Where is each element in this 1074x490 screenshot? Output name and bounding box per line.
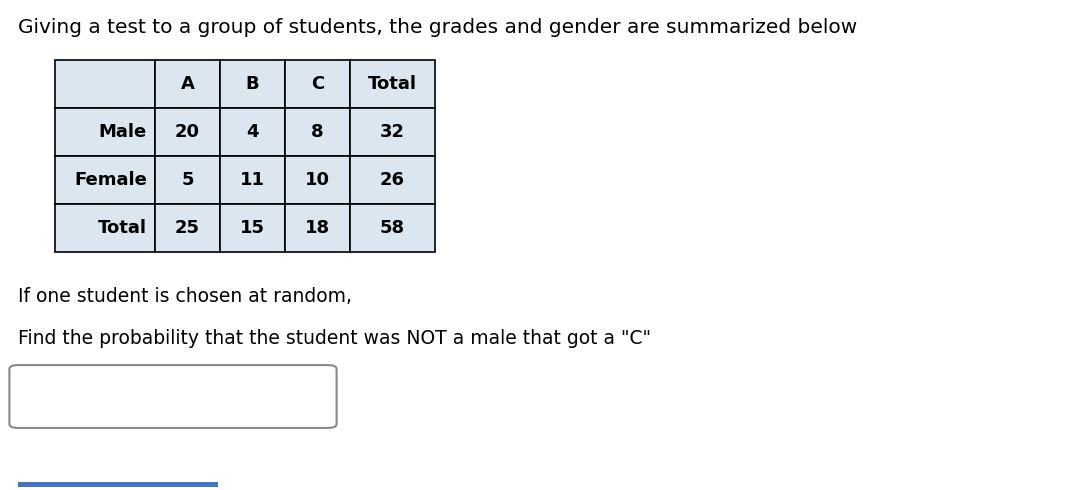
Bar	[350, 204, 435, 252]
Bar	[220, 156, 285, 204]
Text: Find the probability that the student was NOT a male that got a "C": Find the probability that the student wa…	[18, 329, 651, 348]
Bar	[155, 156, 220, 204]
Text: Male: Male	[99, 123, 147, 141]
Text: 11: 11	[240, 171, 265, 189]
Text: If one student is chosen at random,: If one student is chosen at random,	[18, 287, 352, 306]
Bar	[18, 482, 218, 487]
Text: 4: 4	[246, 123, 259, 141]
Text: Total: Total	[368, 75, 417, 93]
Bar	[220, 108, 285, 156]
Bar	[155, 108, 220, 156]
Bar	[350, 156, 435, 204]
Bar	[285, 108, 350, 156]
Text: 5: 5	[182, 171, 193, 189]
Text: 32: 32	[380, 123, 405, 141]
Bar	[55, 204, 155, 252]
Text: 18: 18	[305, 219, 330, 237]
Bar	[55, 108, 155, 156]
Bar	[285, 204, 350, 252]
Text: 26: 26	[380, 171, 405, 189]
Text: Total: Total	[98, 219, 147, 237]
Bar	[350, 60, 435, 108]
Text: 15: 15	[240, 219, 265, 237]
FancyBboxPatch shape	[10, 365, 336, 428]
Bar	[155, 204, 220, 252]
Bar	[55, 60, 155, 108]
Bar	[220, 60, 285, 108]
Text: B: B	[246, 75, 259, 93]
Bar	[285, 156, 350, 204]
Text: 20: 20	[175, 123, 200, 141]
Text: 25: 25	[175, 219, 200, 237]
Bar	[55, 156, 155, 204]
Bar	[220, 204, 285, 252]
Text: C: C	[310, 75, 324, 93]
Text: 10: 10	[305, 171, 330, 189]
Text: A: A	[180, 75, 194, 93]
Text: 8: 8	[311, 123, 324, 141]
Bar	[155, 60, 220, 108]
Text: 58: 58	[380, 219, 405, 237]
Bar	[285, 60, 350, 108]
Text: Female: Female	[74, 171, 147, 189]
Bar	[350, 108, 435, 156]
Text: Giving a test to a group of students, the grades and gender are summarized below: Giving a test to a group of students, th…	[18, 18, 857, 37]
